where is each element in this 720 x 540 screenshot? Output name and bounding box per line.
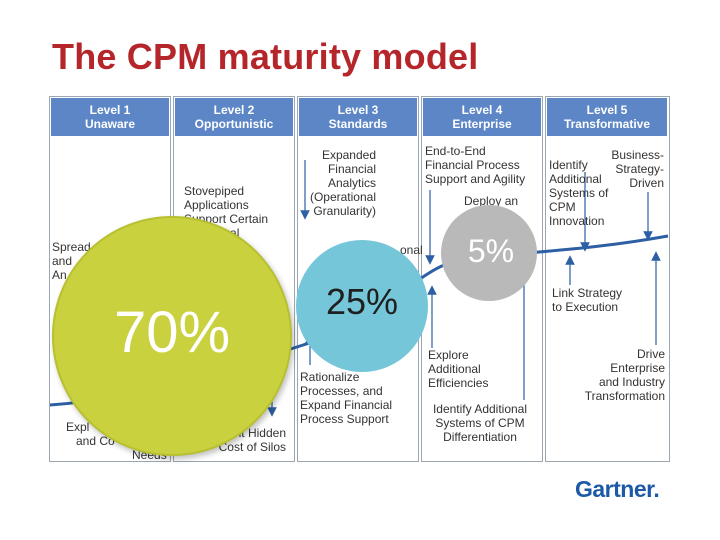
l5-topright-text: Business- Strategy- Driven [600,148,664,190]
l3-top-text: Expanded Financial Analytics (Operationa… [300,148,376,218]
l4-bottom-text: Identify Additional Systems of CPM Diffe… [425,402,535,444]
l1-spread-text-2: and [52,254,72,268]
bubble-5-label: 5% [468,233,514,270]
gartner-logo: Gartner. [575,476,659,503]
l3-bottom-text: Rationalize Processes, and Expand Financ… [300,370,392,426]
l1-bottom-text-1: Expl [66,420,89,434]
l5-mid-text: Link Strategy to Execution [552,286,622,314]
l5-bottom-text: Drive Enterprise and Industry Transforma… [565,347,665,403]
bubble-25-label: 25% [326,281,398,323]
bubble-5-percent: 5% [441,205,537,301]
bubble-25-percent: 25% [296,240,428,372]
l4-top-text: End-to-End Financial Process Support and… [425,144,525,186]
l4-mid-text: Explore Additional Efficiencies [428,348,488,390]
bubble-70-label: 70% [114,299,230,366]
bubble-70-percent: 70% [52,216,292,456]
